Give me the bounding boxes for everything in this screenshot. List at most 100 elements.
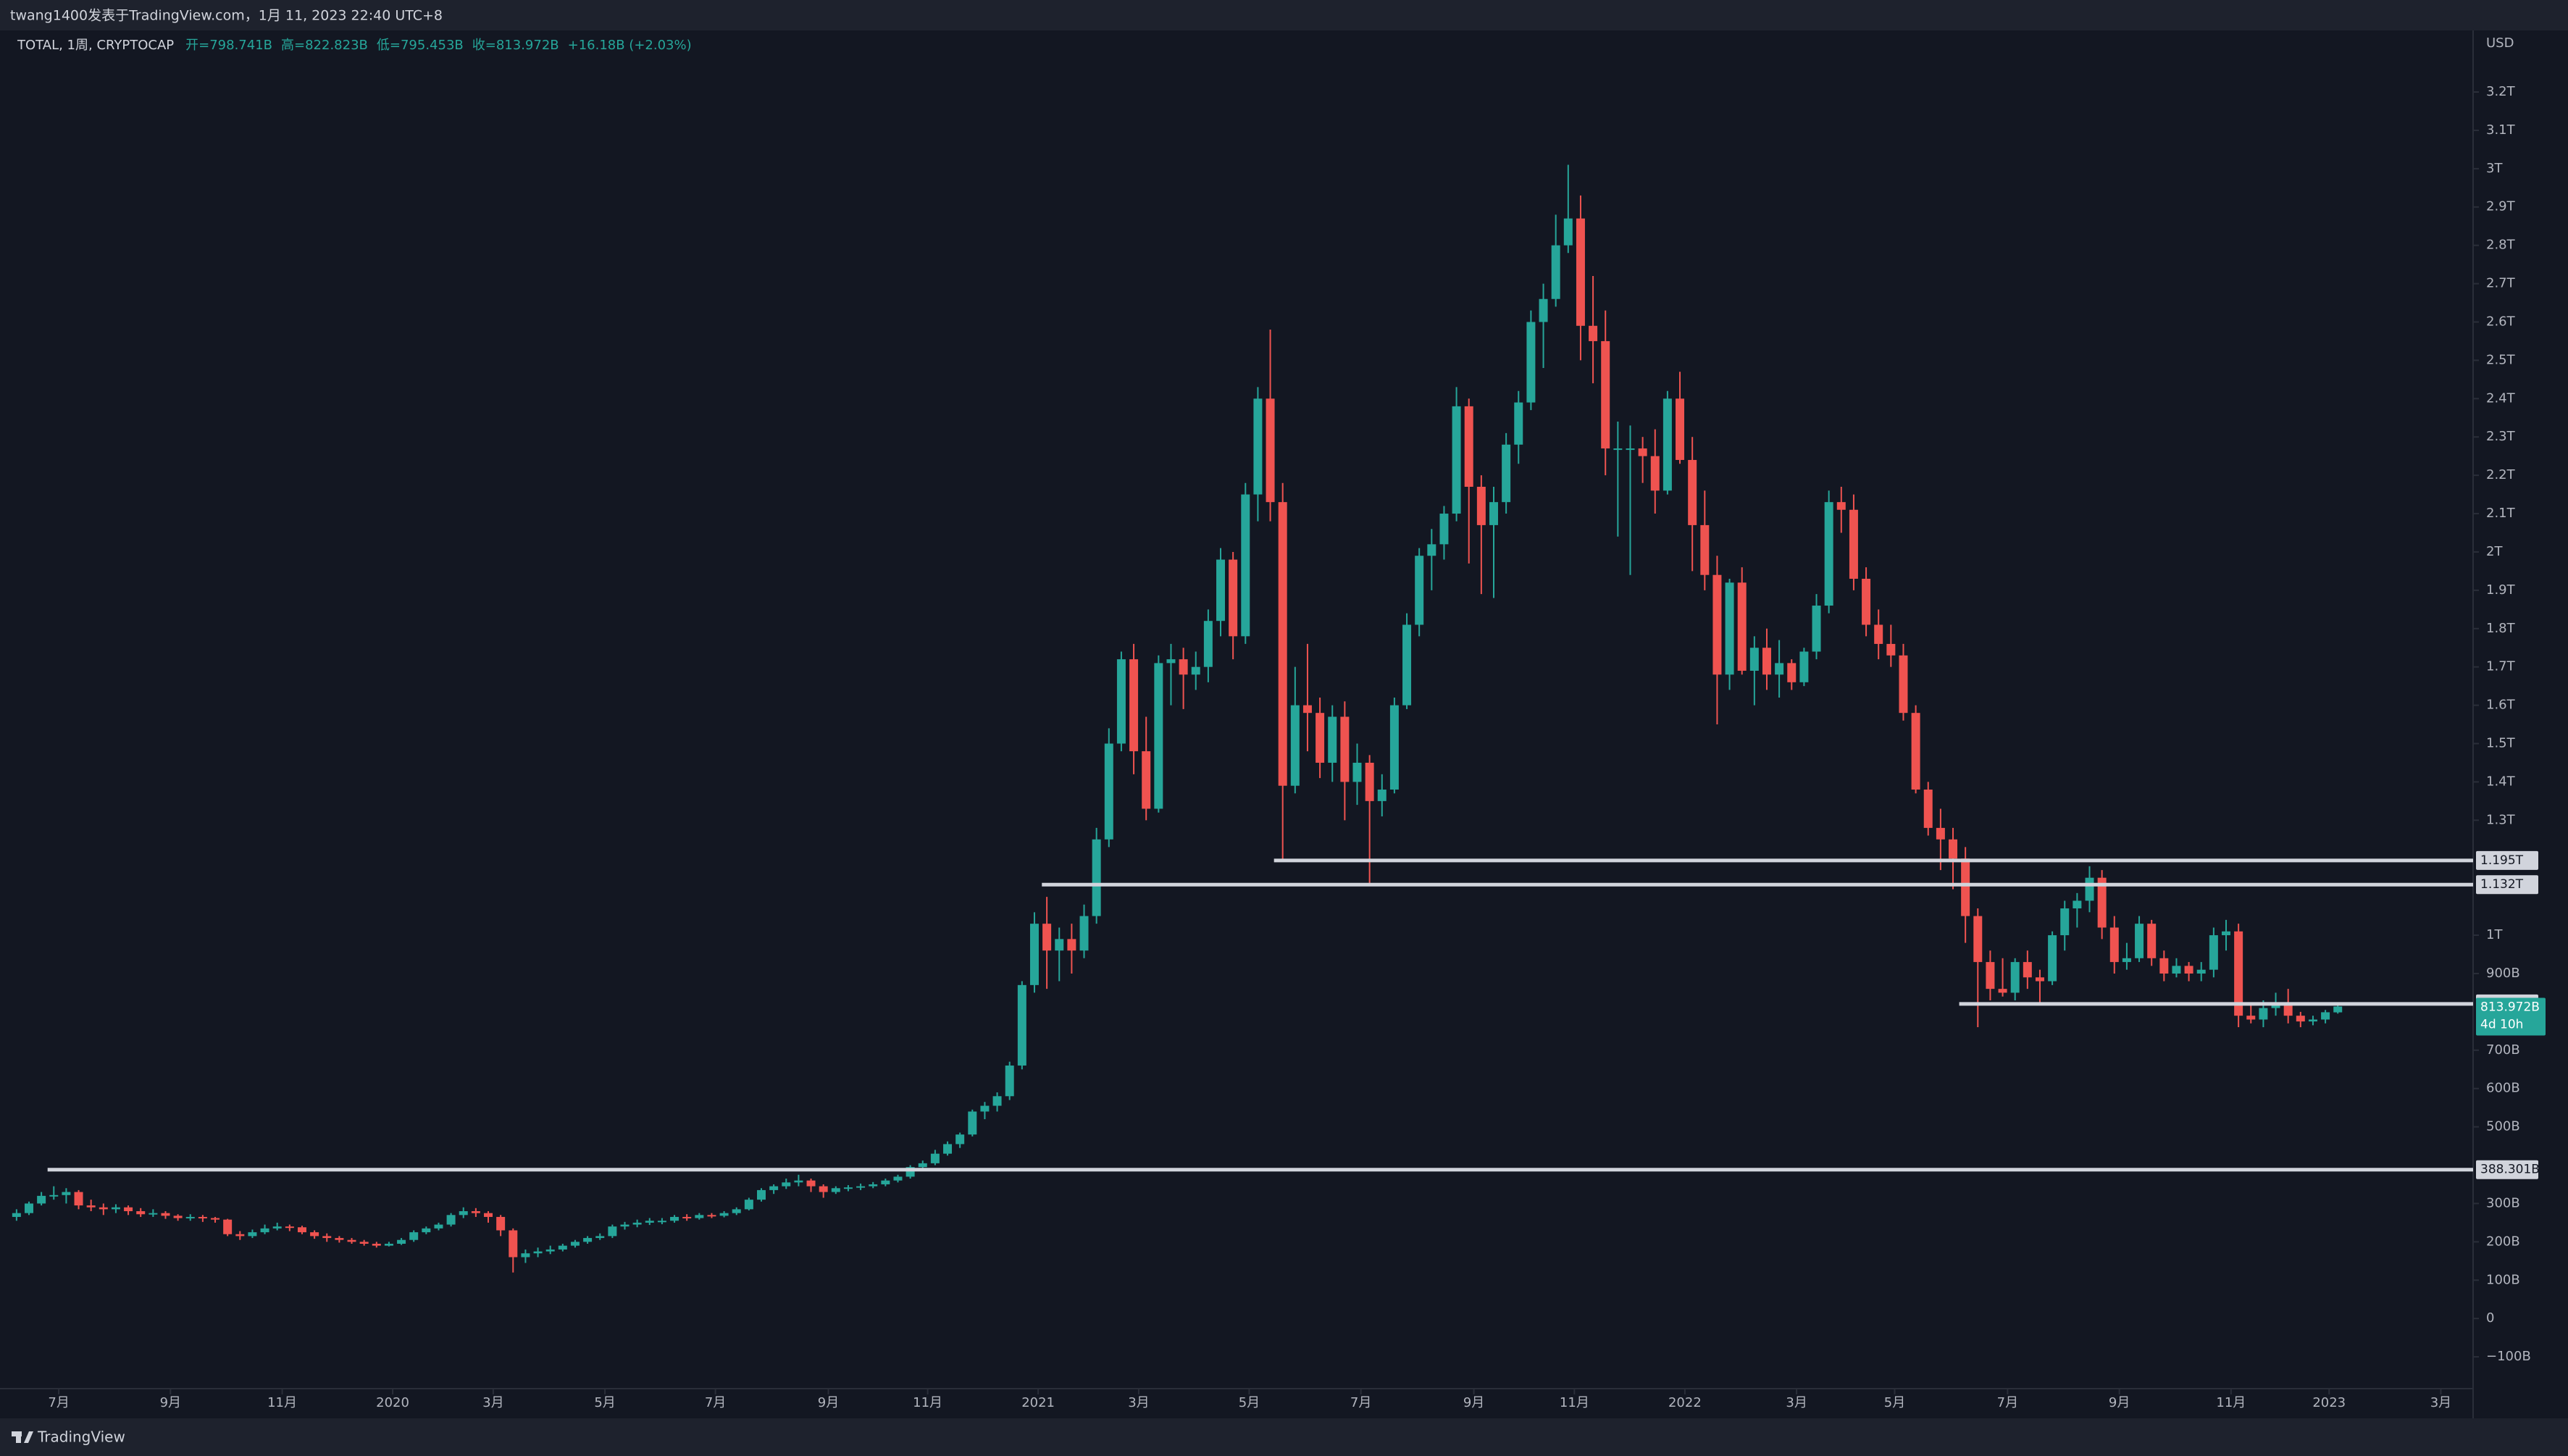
candle-body bbox=[1899, 655, 1908, 714]
candle-body bbox=[347, 1239, 356, 1242]
x-tick-label: 11月 bbox=[913, 1395, 942, 1410]
candle-body bbox=[1352, 762, 1362, 782]
candle-body bbox=[471, 1211, 480, 1213]
x-tick-label: 2021 bbox=[1021, 1395, 1055, 1410]
candle-body bbox=[645, 1221, 654, 1223]
x-tick-label: 7月 bbox=[1997, 1395, 2018, 1410]
candle-body bbox=[1203, 621, 1213, 667]
candle-body bbox=[459, 1211, 468, 1216]
y-tick-label: 1.4T bbox=[2486, 774, 2516, 789]
candle-body bbox=[1079, 916, 1089, 951]
candle-body bbox=[1067, 939, 1076, 951]
candle-body bbox=[2010, 962, 2020, 993]
x-tick-label: 9月 bbox=[2109, 1395, 2130, 1410]
candle-body bbox=[49, 1194, 59, 1197]
candle-body bbox=[1749, 648, 1759, 671]
candle-body bbox=[1042, 924, 1052, 951]
y-tick-label: 1.9T bbox=[2486, 582, 2516, 598]
candle-body bbox=[1923, 789, 1933, 828]
candle-body bbox=[1712, 574, 1722, 675]
candle-body bbox=[359, 1242, 369, 1244]
candle-body bbox=[1799, 651, 1809, 682]
candle-body bbox=[2097, 877, 2107, 928]
x-tick-label: 2020 bbox=[376, 1395, 409, 1410]
candle-body bbox=[384, 1243, 393, 1246]
symbol-label: TOTAL, 1周, CRYPTOCAP bbox=[17, 38, 174, 53]
candle-body bbox=[1662, 398, 1672, 491]
candle-body bbox=[1377, 789, 1387, 801]
candle-body bbox=[2109, 927, 2119, 963]
candle-body bbox=[1514, 402, 1523, 445]
candle-body bbox=[2283, 1004, 2293, 1016]
candle-body bbox=[719, 1213, 729, 1216]
candle-body bbox=[1613, 448, 1623, 451]
candle-body bbox=[570, 1242, 580, 1246]
y-tick-label: 100B bbox=[2486, 1272, 2520, 1287]
x-tick-label: 7月 bbox=[48, 1395, 69, 1410]
candle-body bbox=[2172, 966, 2181, 974]
candle-body bbox=[1874, 624, 1883, 644]
candle-body bbox=[310, 1232, 319, 1237]
candle-body bbox=[2259, 1008, 2268, 1020]
y-tick-label: 1.8T bbox=[2486, 621, 2516, 636]
candle-body bbox=[2321, 1012, 2330, 1020]
x-tick-label: 9月 bbox=[1463, 1395, 1484, 1410]
candle-body bbox=[1266, 398, 1275, 503]
candle-body bbox=[670, 1216, 679, 1221]
candle-body bbox=[99, 1207, 108, 1210]
candle-body bbox=[248, 1232, 257, 1237]
y-tick-label: 700B bbox=[2486, 1042, 2520, 1058]
candle-body bbox=[545, 1249, 555, 1252]
y-tick-label: 600B bbox=[2486, 1081, 2520, 1096]
candle-body bbox=[1836, 502, 1846, 510]
candle-body bbox=[806, 1180, 816, 1187]
y-tick-label: 1.6T bbox=[2486, 698, 2516, 713]
candle-body bbox=[223, 1219, 233, 1234]
candle-body bbox=[831, 1188, 840, 1192]
candle-body bbox=[2271, 1004, 2280, 1008]
legend-item: +16.18B (+2.03%) bbox=[568, 38, 692, 53]
x-tick-label: 3月 bbox=[482, 1395, 503, 1410]
candle-body bbox=[1700, 524, 1710, 575]
candle-body bbox=[434, 1224, 443, 1229]
candle-body bbox=[2308, 1019, 2317, 1022]
candle-body bbox=[1278, 502, 1287, 786]
y-tick-label: 300B bbox=[2486, 1195, 2520, 1210]
y-tick-label: 200B bbox=[2486, 1234, 2520, 1249]
candle-body bbox=[869, 1184, 878, 1187]
candle-body bbox=[173, 1216, 183, 1218]
candle-body bbox=[12, 1213, 21, 1217]
y-tick-label: 2.3T bbox=[2486, 429, 2516, 444]
candle-body bbox=[2333, 1006, 2343, 1013]
candle-body bbox=[2234, 931, 2243, 1016]
last-price-label: 813.972B bbox=[2480, 1000, 2540, 1014]
x-tick-label: 3月 bbox=[1128, 1395, 1149, 1410]
footer-bar bbox=[0, 1418, 2568, 1456]
candle-body bbox=[1005, 1065, 1014, 1097]
candle-body bbox=[484, 1213, 493, 1217]
candle-body bbox=[372, 1243, 381, 1246]
candle-body bbox=[1601, 340, 1610, 449]
candle-body bbox=[980, 1105, 990, 1112]
last-price-badge bbox=[2476, 997, 2546, 1036]
candle-body bbox=[86, 1205, 96, 1208]
y-tick-label: 2.5T bbox=[2486, 352, 2516, 367]
candle-body bbox=[2135, 924, 2144, 958]
candle-body bbox=[1241, 494, 1250, 637]
y-tick-label: 2.7T bbox=[2486, 276, 2516, 291]
candle-body bbox=[1216, 559, 1226, 622]
top-bar bbox=[0, 0, 2568, 30]
candle-body bbox=[2122, 958, 2131, 963]
y-tick-label: 0 bbox=[2486, 1310, 2494, 1326]
candle-body bbox=[1092, 839, 1101, 916]
candle-body bbox=[1725, 582, 1734, 675]
candle-body bbox=[558, 1245, 567, 1250]
candle-body bbox=[1439, 514, 1449, 545]
x-tick-label: 11月 bbox=[1560, 1395, 1589, 1410]
candle-body bbox=[1489, 502, 1498, 525]
candle-body bbox=[1302, 705, 1312, 714]
countdown-label: 4d 10h bbox=[2480, 1017, 2523, 1032]
x-tick-label: 5月 bbox=[1884, 1395, 1905, 1410]
candle-body bbox=[409, 1232, 419, 1240]
candle-body bbox=[2159, 958, 2169, 974]
